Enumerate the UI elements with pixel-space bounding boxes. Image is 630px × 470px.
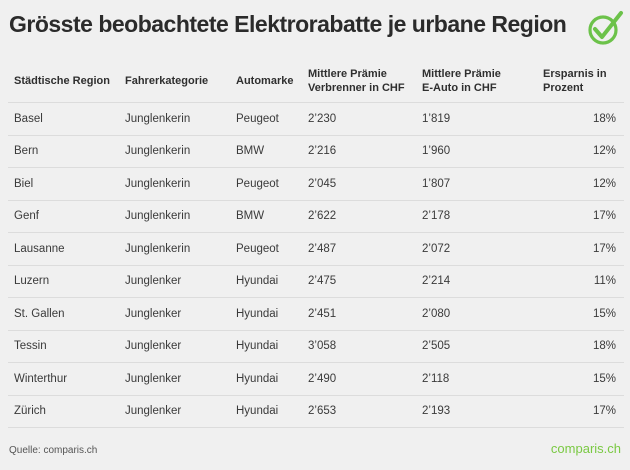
column-header-driver-category: Fahrerkategorie xyxy=(119,62,230,103)
cell-premium-combustion: 2’230 xyxy=(302,102,416,136)
cell-premium-ev: 1’960 xyxy=(416,135,537,168)
cell-driver-category: Junglenker xyxy=(119,362,230,396)
cell-driver-category: Junglenkerin xyxy=(119,232,230,266)
table-row: Zürich Junglenker Hyundai 2’653 2’193 17… xyxy=(8,395,624,428)
cell-brand: BMW xyxy=(230,135,302,168)
cell-region: Tessin xyxy=(8,330,119,363)
rebate-table: Städtische Region Fahrerkategorie Automa… xyxy=(8,62,624,428)
cell-savings-percent: 18% xyxy=(537,330,624,363)
cell-brand: Hyundai xyxy=(230,265,302,298)
checkmark-circle-icon xyxy=(585,8,625,48)
cell-savings-percent: 12% xyxy=(537,135,624,168)
cell-region: St. Gallen xyxy=(8,297,119,331)
cell-premium-ev: 2’118 xyxy=(416,362,537,396)
cell-region: Winterthur xyxy=(8,362,119,396)
cell-region: Basel xyxy=(8,102,119,136)
cell-brand: Peugeot xyxy=(230,167,302,201)
cell-savings-percent: 18% xyxy=(537,102,624,136)
cell-savings-percent: 17% xyxy=(537,395,624,428)
cell-brand: Hyundai xyxy=(230,395,302,428)
cell-region: Lausanne xyxy=(8,232,119,266)
cell-driver-category: Junglenkerin xyxy=(119,167,230,201)
cell-savings-percent: 11% xyxy=(537,265,624,298)
table-row: Basel Junglenkerin Peugeot 2’230 1’819 1… xyxy=(8,102,624,136)
cell-region: Bern xyxy=(8,135,119,168)
cell-brand: Peugeot xyxy=(230,102,302,136)
cell-premium-ev: 2’193 xyxy=(416,395,537,428)
brand-logo-text: comparis.ch xyxy=(550,441,621,456)
cell-driver-category: Junglenkerin xyxy=(119,135,230,168)
cell-savings-percent: 15% xyxy=(537,297,624,331)
cell-premium-ev: 1’807 xyxy=(416,167,537,201)
cell-region: Genf xyxy=(8,200,119,233)
cell-brand: Hyundai xyxy=(230,297,302,331)
table-row: Luzern Junglenker Hyundai 2’475 2’214 11… xyxy=(8,265,624,298)
cell-driver-category: Junglenkerin xyxy=(119,200,230,233)
column-header-region: Städtische Region xyxy=(8,62,119,103)
cell-premium-combustion: 2’475 xyxy=(302,265,416,298)
cell-brand: Peugeot xyxy=(230,232,302,266)
column-header-savings-percent: Ersparnis in Prozent xyxy=(537,62,624,103)
cell-region: Zürich xyxy=(8,395,119,428)
table-row: Bern Junglenkerin BMW 2’216 1’960 12% xyxy=(8,135,624,168)
cell-savings-percent: 12% xyxy=(537,167,624,201)
cell-driver-category: Junglenker xyxy=(119,395,230,428)
cell-driver-category: Junglenker xyxy=(119,265,230,298)
cell-premium-ev: 1’819 xyxy=(416,102,537,136)
column-header-brand: Automarke xyxy=(230,62,302,103)
column-header-premium-combustion: Mittlere Prämie Verbrenner in CHF xyxy=(302,62,416,103)
cell-premium-combustion: 2’487 xyxy=(302,232,416,266)
cell-region: Biel xyxy=(8,167,119,201)
table-row: St. Gallen Junglenker Hyundai 2’451 2’08… xyxy=(8,297,624,331)
cell-savings-percent: 17% xyxy=(537,200,624,233)
cell-brand: Hyundai xyxy=(230,362,302,396)
cell-savings-percent: 17% xyxy=(537,232,624,266)
cell-premium-ev: 2’505 xyxy=(416,330,537,363)
cell-driver-category: Junglenker xyxy=(119,297,230,331)
table-row: Genf Junglenkerin BMW 2’622 2’178 17% xyxy=(8,200,624,233)
table-row: Biel Junglenkerin Peugeot 2’045 1’807 12… xyxy=(8,167,624,201)
cell-brand: Hyundai xyxy=(230,330,302,363)
cell-premium-combustion: 2’216 xyxy=(302,135,416,168)
table-header-row: Städtische Region Fahrerkategorie Automa… xyxy=(8,62,624,103)
cell-brand: BMW xyxy=(230,200,302,233)
cell-premium-combustion: 3’058 xyxy=(302,330,416,363)
cell-premium-combustion: 2’622 xyxy=(302,200,416,233)
table-row: Tessin Junglenker Hyundai 3’058 2’505 18… xyxy=(8,330,624,363)
cell-driver-category: Junglenker xyxy=(119,330,230,363)
table-row: Winterthur Junglenker Hyundai 2’490 2’11… xyxy=(8,362,624,396)
cell-premium-ev: 2’072 xyxy=(416,232,537,266)
table-row: Lausanne Junglenkerin Peugeot 2’487 2’07… xyxy=(8,232,624,266)
cell-savings-percent: 15% xyxy=(537,362,624,396)
cell-region: Luzern xyxy=(8,265,119,298)
page-title: Grösste beobachtete Elektrorabatte je ur… xyxy=(9,11,567,37)
cell-premium-ev: 2’214 xyxy=(416,265,537,298)
cell-premium-ev: 2’080 xyxy=(416,297,537,331)
cell-premium-combustion: 2’490 xyxy=(302,362,416,396)
cell-premium-combustion: 2’451 xyxy=(302,297,416,331)
cell-premium-combustion: 2’045 xyxy=(302,167,416,201)
cell-driver-category: Junglenkerin xyxy=(119,102,230,136)
cell-premium-ev: 2’178 xyxy=(416,200,537,233)
cell-premium-combustion: 2’653 xyxy=(302,395,416,428)
source-note: Quelle: comparis.ch xyxy=(9,445,98,456)
column-header-premium-ev: Mittlere Prämie E-Auto in CHF xyxy=(416,62,537,103)
